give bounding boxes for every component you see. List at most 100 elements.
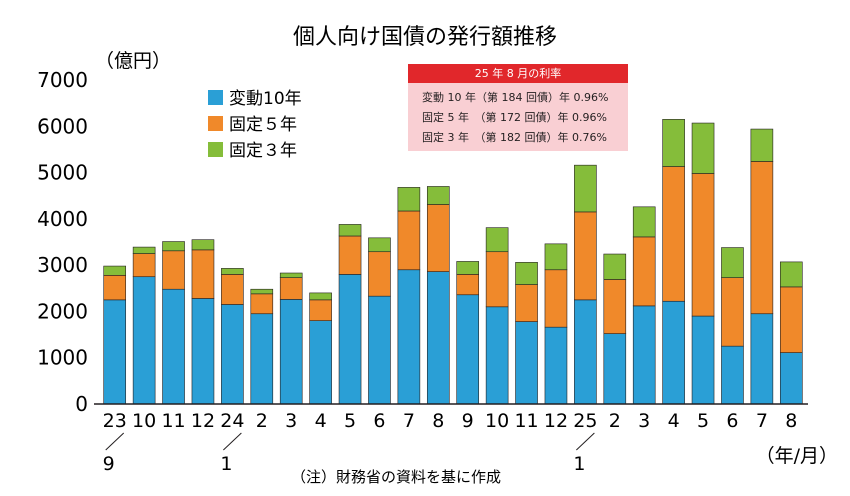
bar-fixed-3y xyxy=(103,265,127,276)
bar-floating-10y xyxy=(721,345,744,405)
bar-fixed-5y xyxy=(662,166,685,302)
legend-label-floating-10y: 変動10年 xyxy=(229,89,302,109)
x-tick-label: 11 xyxy=(161,410,185,432)
bar-fixed-3y xyxy=(779,261,803,288)
year-divider-slash xyxy=(223,432,242,451)
x-tick-label: 3 xyxy=(285,410,297,432)
rate-box-body xyxy=(408,83,628,151)
x-tick-label: 6 xyxy=(726,410,738,432)
bar-fixed-3y xyxy=(162,241,185,252)
bar-fixed-3y xyxy=(662,119,685,167)
bar-floating-10y xyxy=(574,299,597,405)
bar-fixed-5y xyxy=(456,274,480,296)
bar-floating-10y xyxy=(191,298,215,405)
x-tick-label: 10 xyxy=(485,410,509,432)
x-tick-label: 25 xyxy=(573,410,597,432)
x-tick-label: 24 xyxy=(220,410,244,432)
bar-fixed-5y xyxy=(368,251,391,297)
x-tick-label: 7 xyxy=(403,410,415,432)
bar-fixed-5y xyxy=(544,269,568,328)
bar-fixed-5y xyxy=(721,277,744,347)
bar-floating-10y xyxy=(632,305,656,405)
bar-fixed-3y xyxy=(544,243,568,271)
y-tick-label: 5000 xyxy=(37,161,88,185)
rate-box: 25 年 8 月の利率 変動 10 年（第 184 回債）年 0.96% 固定 … xyxy=(408,64,628,151)
x-tick-label: 7 xyxy=(756,410,768,432)
bar-fixed-5y xyxy=(397,210,421,271)
bar-fixed-3y xyxy=(603,253,627,280)
x-sub-label: 1 xyxy=(220,453,232,475)
bar-fixed-5y xyxy=(221,274,244,305)
y-axis: 0 1000 2000 3000 4000 5000 6000 7000 xyxy=(37,68,88,416)
rate-line-floating-10y: 変動 10 年（第 184 回債）年 0.96% xyxy=(422,90,608,104)
bar-fixed-5y xyxy=(750,161,774,315)
bar-fixed-5y xyxy=(574,211,597,301)
bar-floating-10y xyxy=(397,269,421,405)
bars xyxy=(103,119,803,405)
bar-floating-10y xyxy=(750,313,774,405)
x-tick-label: 4 xyxy=(668,410,680,432)
bar-floating-10y xyxy=(515,321,538,405)
bar-fixed-5y xyxy=(132,253,156,278)
x-tick-label: 2 xyxy=(256,410,268,432)
source-note: （注）財務省の資料を基に作成 xyxy=(291,468,501,486)
x-tick-label: 5 xyxy=(697,410,709,432)
bar-fixed-3y xyxy=(426,186,450,205)
x-tick-label: 9 xyxy=(462,410,474,432)
bar-fixed-3y xyxy=(338,224,362,237)
bar-floating-10y xyxy=(338,274,362,405)
bar-floating-10y xyxy=(456,294,480,405)
y-tick-label: 4000 xyxy=(37,207,88,231)
x-tick-label: 12 xyxy=(544,410,568,432)
bar-floating-10y xyxy=(426,271,450,405)
legend-swatch-floating-10y xyxy=(208,90,223,105)
bar-fixed-3y xyxy=(721,247,744,278)
bar-fixed-5y xyxy=(309,299,332,321)
y-tick-label: 2000 xyxy=(37,299,88,323)
legend-label-fixed-3y: 固定３年 xyxy=(229,141,297,161)
x-tick-label: 3 xyxy=(638,410,650,432)
y-tick-label: 6000 xyxy=(37,114,88,138)
bar-fixed-5y xyxy=(279,277,303,300)
bar-fixed-5y xyxy=(338,235,362,275)
year-divider-slash xyxy=(576,432,595,451)
y-tick-label: 0 xyxy=(75,392,88,416)
x-tick-label: 4 xyxy=(315,410,327,432)
y-tick-label: 1000 xyxy=(37,346,88,370)
bar-fixed-3y xyxy=(691,122,715,174)
x-tick-label: 8 xyxy=(432,410,444,432)
bar-fixed-5y xyxy=(426,204,450,272)
bar-fixed-5y xyxy=(632,236,656,307)
y-tick-label: 7000 xyxy=(37,68,88,92)
y-tick-label: 3000 xyxy=(37,253,88,277)
bar-floating-10y xyxy=(544,326,568,405)
bar-floating-10y xyxy=(779,352,803,405)
bar-floating-10y xyxy=(485,306,509,405)
bar-fixed-3y xyxy=(515,262,538,285)
bar-fixed-3y xyxy=(250,288,274,295)
bar-floating-10y xyxy=(103,299,127,405)
bar-fixed-3y xyxy=(750,128,774,162)
bar-floating-10y xyxy=(132,276,156,405)
x-tick-label: 23 xyxy=(103,410,127,432)
bar-fixed-3y xyxy=(279,272,303,278)
bar-fixed-3y xyxy=(191,239,215,251)
bar-fixed-3y xyxy=(368,237,391,253)
x-tick-label: 6 xyxy=(373,410,385,432)
x-tick-label: 8 xyxy=(785,410,797,432)
bar-fixed-3y xyxy=(221,268,244,275)
bar-fixed-3y xyxy=(397,187,421,212)
x-axis-unit: （年/月） xyxy=(756,445,838,467)
bar-floating-10y xyxy=(662,300,685,405)
x-tick-label: 10 xyxy=(132,410,156,432)
bar-fixed-3y xyxy=(456,261,480,275)
x-tick-label: 11 xyxy=(514,410,538,432)
chart-title: 個人向け国債の発行額推移 xyxy=(293,25,557,50)
x-axis: 23 10 11 12 24 2 3 4 5 6 7 8 9 10 11 12 25 2 3 4 5 6 7 89 1 1 xyxy=(103,410,798,475)
bar-fixed-5y xyxy=(779,286,803,353)
bar-fixed-5y xyxy=(250,293,274,315)
bar-fixed-5y xyxy=(191,249,215,299)
bar-floating-10y xyxy=(309,320,332,405)
bar-fixed-5y xyxy=(485,251,509,308)
